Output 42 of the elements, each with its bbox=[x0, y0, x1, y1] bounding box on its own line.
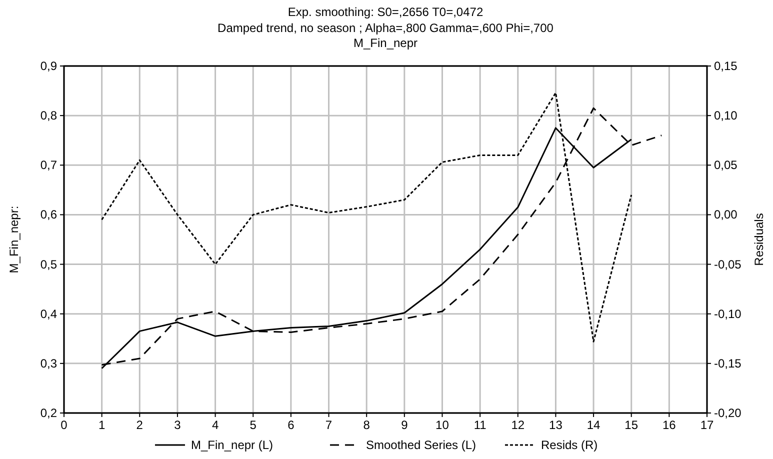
y-tick-label: 0,2 bbox=[40, 406, 58, 420]
x-tick-label: 9 bbox=[401, 418, 408, 432]
y-tick-label: 0,4 bbox=[40, 306, 58, 321]
x-tick-label: 5 bbox=[250, 418, 257, 432]
x-tick-label: 14 bbox=[586, 418, 601, 432]
x-tick-label: 6 bbox=[288, 418, 295, 432]
x-tick-label: 17 bbox=[700, 418, 714, 432]
x-tick-label: 12 bbox=[511, 418, 525, 432]
y2-tick-label: 0,15 bbox=[714, 59, 738, 73]
x-tick-label: 0 bbox=[60, 418, 68, 432]
y2-tick-label: -0,15 bbox=[714, 356, 742, 370]
y2-tick-label: 0,00 bbox=[714, 208, 738, 222]
x-tick-label: 1 bbox=[98, 418, 106, 432]
y-tick-label: 0,9 bbox=[40, 59, 58, 73]
x-tick-label: 16 bbox=[662, 418, 676, 432]
x-tick-label: 8 bbox=[363, 418, 370, 432]
legend-label: M_Fin_nepr (L) bbox=[191, 438, 274, 452]
y2-tick-label: -0,05 bbox=[714, 257, 742, 272]
legend-label: Resids (R) bbox=[541, 438, 598, 452]
y2-tick-label: -0,10 bbox=[714, 306, 742, 321]
y-tick-label: 0,6 bbox=[40, 208, 58, 222]
y2-tick-label: 0,10 bbox=[714, 108, 738, 123]
x-tick-label: 2 bbox=[136, 418, 144, 432]
y-axis-title: M_Fin_nepr: bbox=[7, 206, 21, 274]
x-tick-label: 11 bbox=[474, 418, 487, 432]
y-tick-label: 0,5 bbox=[40, 257, 58, 272]
y2-tick-label: 0,05 bbox=[714, 158, 738, 172]
y2-tick-label: -0,20 bbox=[714, 406, 742, 420]
x-tick-label: 7 bbox=[325, 418, 332, 432]
legend-label: Smoothed Series (L) bbox=[366, 438, 476, 452]
y2-axis-title: Residuals bbox=[752, 213, 766, 266]
x-tick-label: 10 bbox=[436, 418, 450, 432]
text: M_Fin_nepr bbox=[353, 36, 418, 50]
chart-subtitle: Damped trend, no season ; Alpha=,800 Gamma=,600 Phi=,700 bbox=[218, 21, 554, 35]
y-tick-label: 0,7 bbox=[40, 158, 58, 172]
x-tick-label: 4 bbox=[212, 418, 219, 432]
y-tick-label: 0,8 bbox=[40, 108, 58, 123]
x-tick-label: 3 bbox=[174, 418, 182, 432]
x-tick-label: 15 bbox=[624, 418, 638, 432]
x-tick-label: 13 bbox=[549, 418, 563, 432]
chart-title: Exp. smoothing: S0=,2656 T0=,0472 bbox=[288, 5, 484, 19]
y-tick-label: 0,3 bbox=[40, 356, 58, 370]
